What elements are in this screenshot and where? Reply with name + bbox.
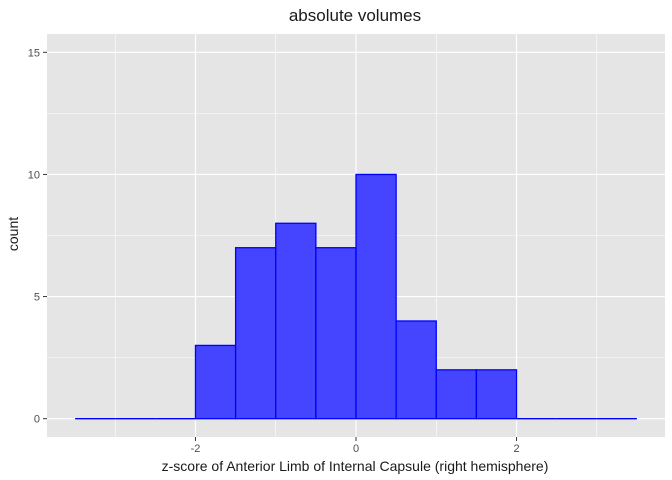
histogram-bar <box>194 344 237 420</box>
histogram-bar <box>475 369 518 420</box>
chart-title: absolute volumes <box>289 6 421 25</box>
histogram-bar <box>395 320 437 420</box>
histogram-bar <box>435 369 478 420</box>
y-axis-ticks: 0 5 10 15 <box>28 47 47 426</box>
x-axis-label: z-score of Anterior Limb of Internal Cap… <box>162 458 549 474</box>
histogram-bars <box>75 173 637 420</box>
x-tick-label: 2 <box>513 443 519 455</box>
histogram-bar <box>315 247 357 420</box>
x-axis-ticks: -2 0 2 <box>191 437 520 455</box>
y-tick-label: 15 <box>28 47 40 59</box>
histogram-bar <box>234 247 277 420</box>
y-tick-label: 0 <box>34 414 40 426</box>
histogram-bar <box>275 222 317 420</box>
histogram-bar <box>355 173 397 420</box>
x-tick-label: -2 <box>191 443 201 455</box>
y-axis-label: count <box>5 217 21 251</box>
y-tick-label: 5 <box>34 292 40 304</box>
y-tick-label: 10 <box>28 169 40 181</box>
x-tick-label: 0 <box>353 443 359 455</box>
